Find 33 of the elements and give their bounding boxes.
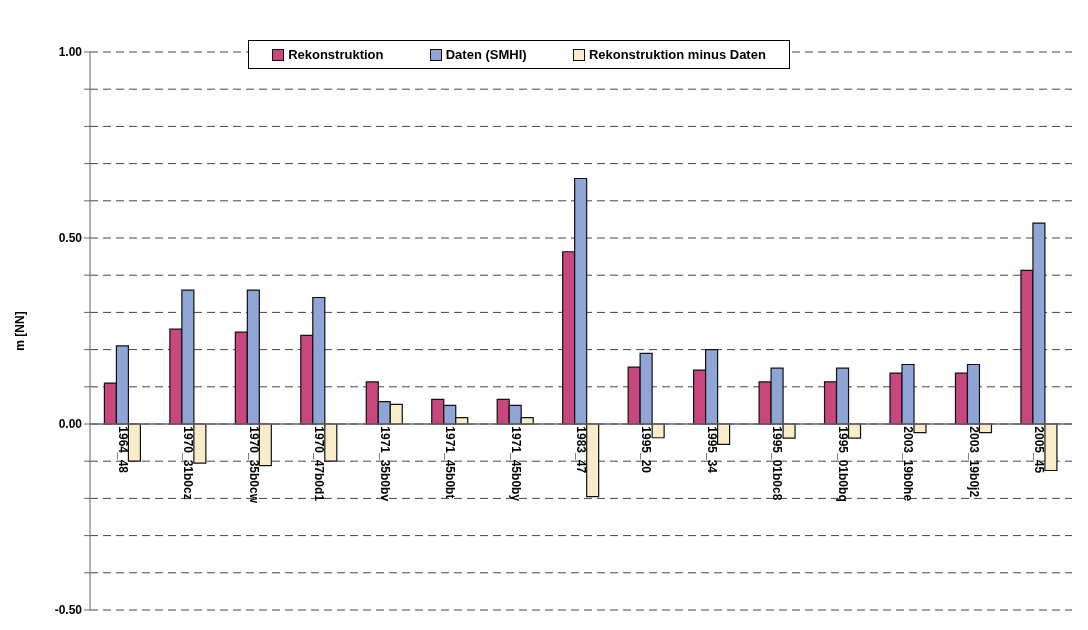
legend-label: Rekonstruktion: [287, 47, 384, 62]
bar: [258, 423, 272, 467]
x-tick-label: 2003_19b0he: [901, 426, 916, 502]
y-tick-label: -0.50: [54, 603, 83, 618]
x-tick-label: 1964_48: [115, 426, 130, 474]
x-tick-label: 2003_19b0j2: [966, 426, 981, 498]
y-axis-title: m [NN]: [13, 311, 28, 351]
x-tick-label: 1995_20: [639, 426, 654, 474]
x-tick-label: 1995_34: [704, 426, 719, 474]
x-tick-label: 2005_45: [1032, 426, 1047, 474]
y-tick-label: 1.00: [58, 45, 83, 60]
legend-label: Rekonstruktion minus Daten: [587, 47, 766, 62]
bar: [651, 423, 665, 439]
legend-label: Daten (SMHI): [444, 47, 527, 62]
x-tick-label: 1995_01b0bq: [835, 426, 850, 502]
y-tick-label: 0.50: [58, 231, 83, 246]
bar: [847, 423, 862, 439]
bar: [193, 423, 207, 464]
x-tick-label: 1970_47b0d1: [312, 426, 327, 502]
bar: [586, 423, 600, 498]
bar: [717, 423, 731, 446]
x-tick-label: 1983_47: [574, 426, 588, 474]
y-tick-label: 0.00: [58, 417, 83, 432]
x-tick-label: 1971_45b0bt: [443, 426, 458, 499]
x-tick-label: 1971_35b0bv: [377, 426, 392, 502]
bar: [782, 423, 796, 439]
x-tick-label: 1970_35b0cw: [246, 426, 261, 504]
x-tick-label: 1995_01b0c8: [770, 426, 785, 501]
x-tick-label: 1971_45b0by: [508, 426, 523, 502]
bar: [1044, 423, 1058, 472]
bar: [127, 423, 141, 462]
bar: [324, 423, 338, 462]
x-tick-label: 1970_31b0cz: [181, 426, 196, 500]
